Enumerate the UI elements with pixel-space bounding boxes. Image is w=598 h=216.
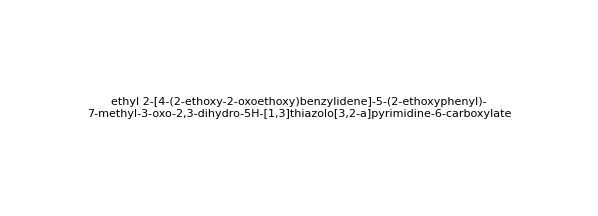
Text: ethyl 2-[4-(2-ethoxy-2-oxoethoxy)benzylidene]-5-(2-ethoxyphenyl)-
7-methyl-3-oxo: ethyl 2-[4-(2-ethoxy-2-oxoethoxy)benzyli… — [87, 97, 511, 119]
